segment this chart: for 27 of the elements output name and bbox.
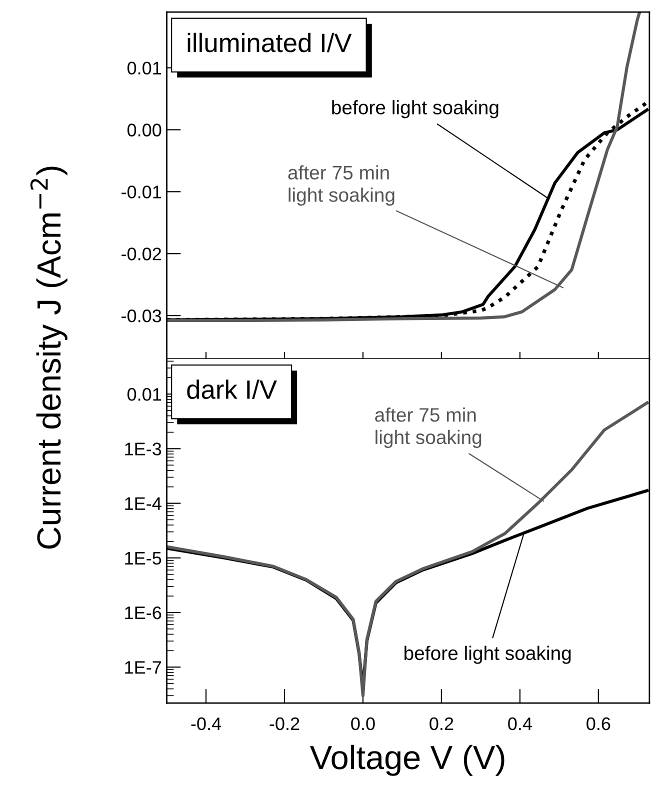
annotation: after 75 min light soaking bbox=[375, 408, 482, 448]
text: dark I/V bbox=[187, 380, 277, 399]
y-tick-label: 1E-6 bbox=[125, 606, 162, 620]
y-tick-label: 1E-5 bbox=[125, 552, 162, 565]
y-tick-label: 0.01 bbox=[127, 62, 162, 75]
x-axis-title: Voltage V (V) bbox=[310, 744, 504, 776]
x-tick-label: 0.4 bbox=[508, 717, 532, 730]
y-tick-label: 0.00 bbox=[127, 124, 162, 136]
y-tick-label: -0.01 bbox=[122, 186, 162, 198]
annotation: after 75 min light soaking bbox=[288, 165, 394, 206]
y-tick-label: 1E-4 bbox=[125, 497, 162, 510]
y-tick-label: 0.01 bbox=[127, 388, 162, 401]
line-series bbox=[166, 401, 649, 698]
line-series bbox=[166, 12, 642, 322]
text: illuminated I/V bbox=[188, 32, 352, 52]
annotation: before light soaking bbox=[404, 646, 571, 664]
x-tick-label: -0.2 bbox=[270, 717, 300, 730]
y-tick-label: 1E-7 bbox=[125, 661, 162, 674]
annotation: before light soaking bbox=[332, 100, 498, 118]
y-tick-label: -0.03 bbox=[122, 310, 162, 322]
x-tick-label: 0.6 bbox=[586, 717, 610, 730]
x-tick-label: 0.0 bbox=[351, 717, 375, 730]
x-tick-label: -0.4 bbox=[191, 717, 222, 730]
y-axis-title: Current density J (Acm$^{−2}$) bbox=[30, 166, 68, 549]
y-tick-label: -0.02 bbox=[122, 248, 162, 260]
x-tick-label: 0.2 bbox=[430, 717, 454, 730]
y-tick-label: 1E-3 bbox=[125, 442, 162, 456]
